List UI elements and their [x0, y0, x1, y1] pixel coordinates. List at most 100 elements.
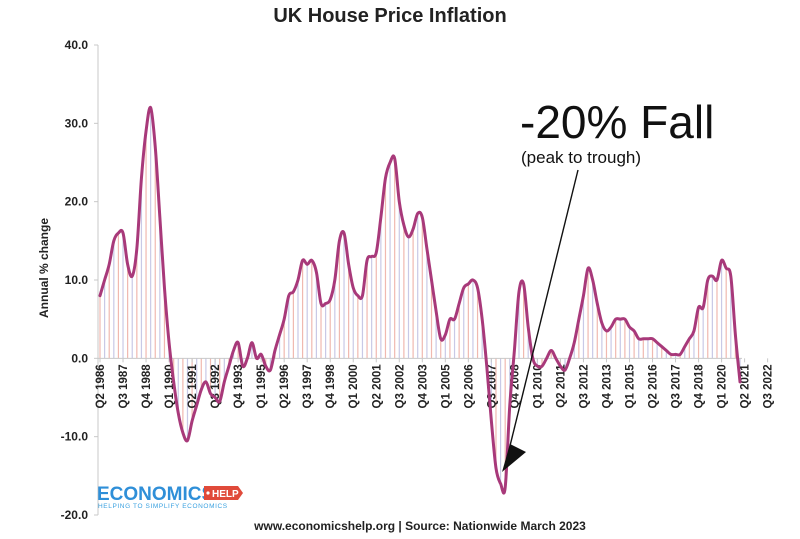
bar — [384, 178, 387, 359]
bar — [573, 342, 575, 359]
bar — [99, 295, 101, 359]
y-tick-label: -10.0 — [61, 430, 89, 444]
bar — [527, 327, 529, 359]
x-tick-label: Q4 2018 — [694, 364, 706, 409]
bar — [619, 319, 621, 359]
x-tick-label: Q3 1997 — [302, 364, 314, 408]
bar — [338, 240, 341, 359]
bar — [104, 280, 106, 359]
bar — [136, 248, 138, 359]
bar — [223, 358, 225, 382]
bar — [403, 225, 405, 359]
bar — [720, 260, 723, 359]
bar — [615, 319, 617, 359]
bar — [394, 158, 396, 359]
bar — [209, 358, 212, 394]
bar — [711, 276, 713, 359]
logo-help-tag-icon — [204, 486, 243, 500]
x-tick-label: Q1 1995 — [256, 364, 268, 409]
bar — [601, 323, 603, 359]
x-tick-label: Q3 2022 — [763, 364, 775, 408]
bar — [292, 291, 294, 359]
annotation-main: -20% Fall — [520, 96, 714, 148]
bar — [417, 213, 419, 359]
bar — [638, 338, 640, 359]
bar — [463, 287, 465, 359]
bar — [697, 307, 700, 359]
bar — [541, 358, 543, 367]
x-tick-label: Q3 2012 — [578, 364, 590, 408]
bar — [453, 319, 456, 359]
bar — [716, 280, 718, 359]
bar — [288, 295, 290, 359]
bar — [444, 334, 446, 359]
x-tick-label: Q3 2017 — [671, 364, 683, 408]
series-line — [98, 105, 742, 495]
y-axis: 40.0 30.0 20.0 10.0 0.0 -10.0 -20.0 — [61, 38, 99, 522]
bar — [661, 346, 663, 359]
source-text: www.economicshelp.org | Source: Nationwi… — [253, 519, 586, 533]
bar — [472, 280, 474, 359]
bar — [684, 346, 686, 359]
bar — [702, 307, 704, 359]
bar — [458, 303, 460, 359]
x-tick-label: Q1 2010 — [532, 364, 544, 408]
bar — [518, 291, 520, 359]
bar — [426, 248, 428, 359]
bar — [440, 338, 442, 359]
bar — [624, 319, 626, 359]
bar — [325, 303, 327, 359]
bar — [656, 342, 658, 359]
x-tick-label: Q1 2020 — [717, 364, 729, 408]
bar — [389, 162, 391, 359]
bar — [509, 358, 511, 406]
bar — [334, 280, 336, 359]
bar — [647, 338, 649, 359]
bar — [315, 272, 317, 359]
bar-layer — [99, 107, 741, 488]
x-tick-label: Q1 2015 — [625, 364, 637, 409]
bar — [186, 358, 189, 441]
y-tick-label: 40.0 — [65, 38, 89, 52]
bar — [191, 358, 193, 421]
x-tick-label: Q4 2013 — [601, 364, 613, 408]
bar — [421, 217, 423, 359]
annotation-arrow — [502, 169, 579, 472]
chart-title: UK House Price Inflation — [273, 5, 506, 27]
logo-tag-hole-icon — [206, 491, 210, 495]
x-tick-label: Q2 1991 — [187, 364, 199, 409]
bar — [371, 256, 373, 359]
bar — [108, 264, 110, 359]
bar — [145, 131, 147, 359]
bar — [251, 342, 253, 359]
bar — [596, 303, 598, 359]
bar — [495, 358, 497, 468]
bar — [499, 358, 502, 484]
x-tick-label: Q3 1987 — [118, 364, 130, 408]
bar — [504, 358, 506, 488]
bar — [398, 201, 400, 359]
y-tick-label: 0.0 — [71, 351, 88, 365]
bar — [407, 236, 410, 359]
bar — [578, 319, 580, 359]
x-tick-label: Q1 2000 — [348, 364, 360, 408]
x-tick-label: Q4 1998 — [325, 364, 337, 409]
bar — [490, 358, 492, 421]
bar — [467, 283, 469, 359]
bar — [605, 330, 608, 359]
bar — [301, 260, 304, 359]
bar — [196, 358, 198, 406]
bar — [674, 354, 677, 359]
bar — [348, 264, 350, 359]
bar — [329, 299, 331, 359]
bar — [361, 295, 364, 359]
bar — [269, 358, 271, 371]
bar — [200, 358, 202, 390]
bar — [628, 327, 631, 359]
bar — [725, 268, 727, 359]
bar — [380, 217, 382, 359]
bar — [283, 319, 285, 359]
x-tick-label: Q1 2005 — [440, 364, 452, 409]
bar — [642, 338, 644, 359]
